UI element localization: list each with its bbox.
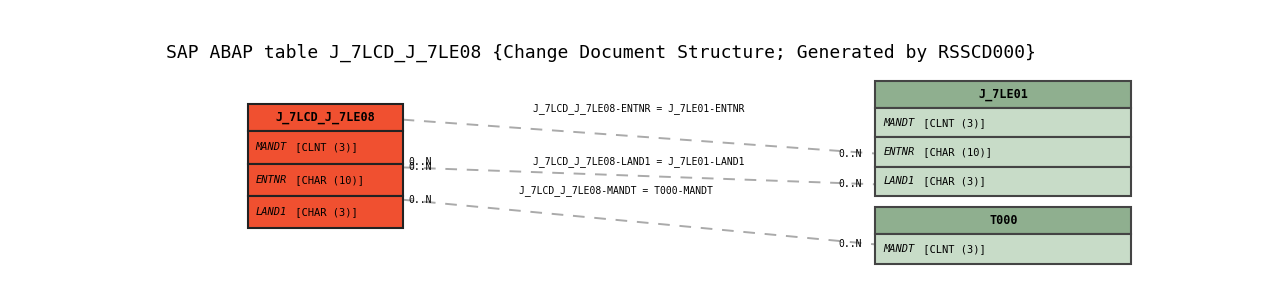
Bar	[875, 81, 1131, 108]
Text: J_7LCD_J_7LE08-ENTNR = J_7LE01-ENTNR: J_7LCD_J_7LE08-ENTNR = J_7LE01-ENTNR	[534, 103, 744, 113]
Text: LAND1: LAND1	[884, 176, 914, 186]
Text: [CLNT (3)]: [CLNT (3)]	[289, 142, 358, 152]
Text: 0..N: 0..N	[838, 179, 862, 189]
Bar	[247, 131, 403, 164]
Text: 0..N: 0..N	[838, 149, 862, 158]
Text: [CLNT (3)]: [CLNT (3)]	[917, 244, 985, 254]
Bar	[875, 108, 1131, 137]
Text: [CLNT (3)]: [CLNT (3)]	[917, 118, 985, 128]
Text: 0..N: 0..N	[838, 239, 862, 249]
Text: MANDT: MANDT	[884, 118, 914, 128]
Text: [CHAR (10)]: [CHAR (10)]	[289, 175, 364, 185]
Bar	[875, 137, 1131, 167]
Text: 0..N: 0..N	[408, 157, 431, 167]
Text: 0..N: 0..N	[408, 162, 431, 172]
Text: SAP ABAP table J_7LCD_J_7LE08 {Change Document Structure; Generated by RSSCD000}: SAP ABAP table J_7LCD_J_7LE08 {Change Do…	[166, 43, 1036, 62]
Text: MANDT: MANDT	[884, 244, 914, 254]
Text: J_7LE01: J_7LE01	[979, 88, 1028, 101]
Bar	[875, 234, 1131, 264]
Text: MANDT: MANDT	[255, 142, 287, 152]
Text: ENTNR: ENTNR	[884, 147, 914, 157]
Text: [CHAR (3)]: [CHAR (3)]	[917, 176, 985, 186]
Text: J_7LCD_J_7LE08: J_7LCD_J_7LE08	[275, 111, 375, 124]
Text: J_7LCD_J_7LE08-LAND1 = J_7LE01-LAND1: J_7LCD_J_7LE08-LAND1 = J_7LE01-LAND1	[534, 156, 744, 167]
Bar	[247, 196, 403, 228]
Text: 0..N: 0..N	[408, 195, 431, 205]
Bar	[247, 104, 403, 131]
Text: ENTNR: ENTNR	[255, 175, 287, 185]
Text: T000: T000	[989, 214, 1017, 227]
Text: [CHAR (3)]: [CHAR (3)]	[289, 207, 358, 217]
Bar	[247, 164, 403, 196]
Bar	[875, 207, 1131, 234]
Text: [CHAR (10)]: [CHAR (10)]	[917, 147, 992, 157]
Text: J_7LCD_J_7LE08-MANDT = T000-MANDT: J_7LCD_J_7LE08-MANDT = T000-MANDT	[519, 185, 713, 196]
Text: LAND1: LAND1	[255, 207, 287, 217]
Bar	[875, 167, 1131, 196]
